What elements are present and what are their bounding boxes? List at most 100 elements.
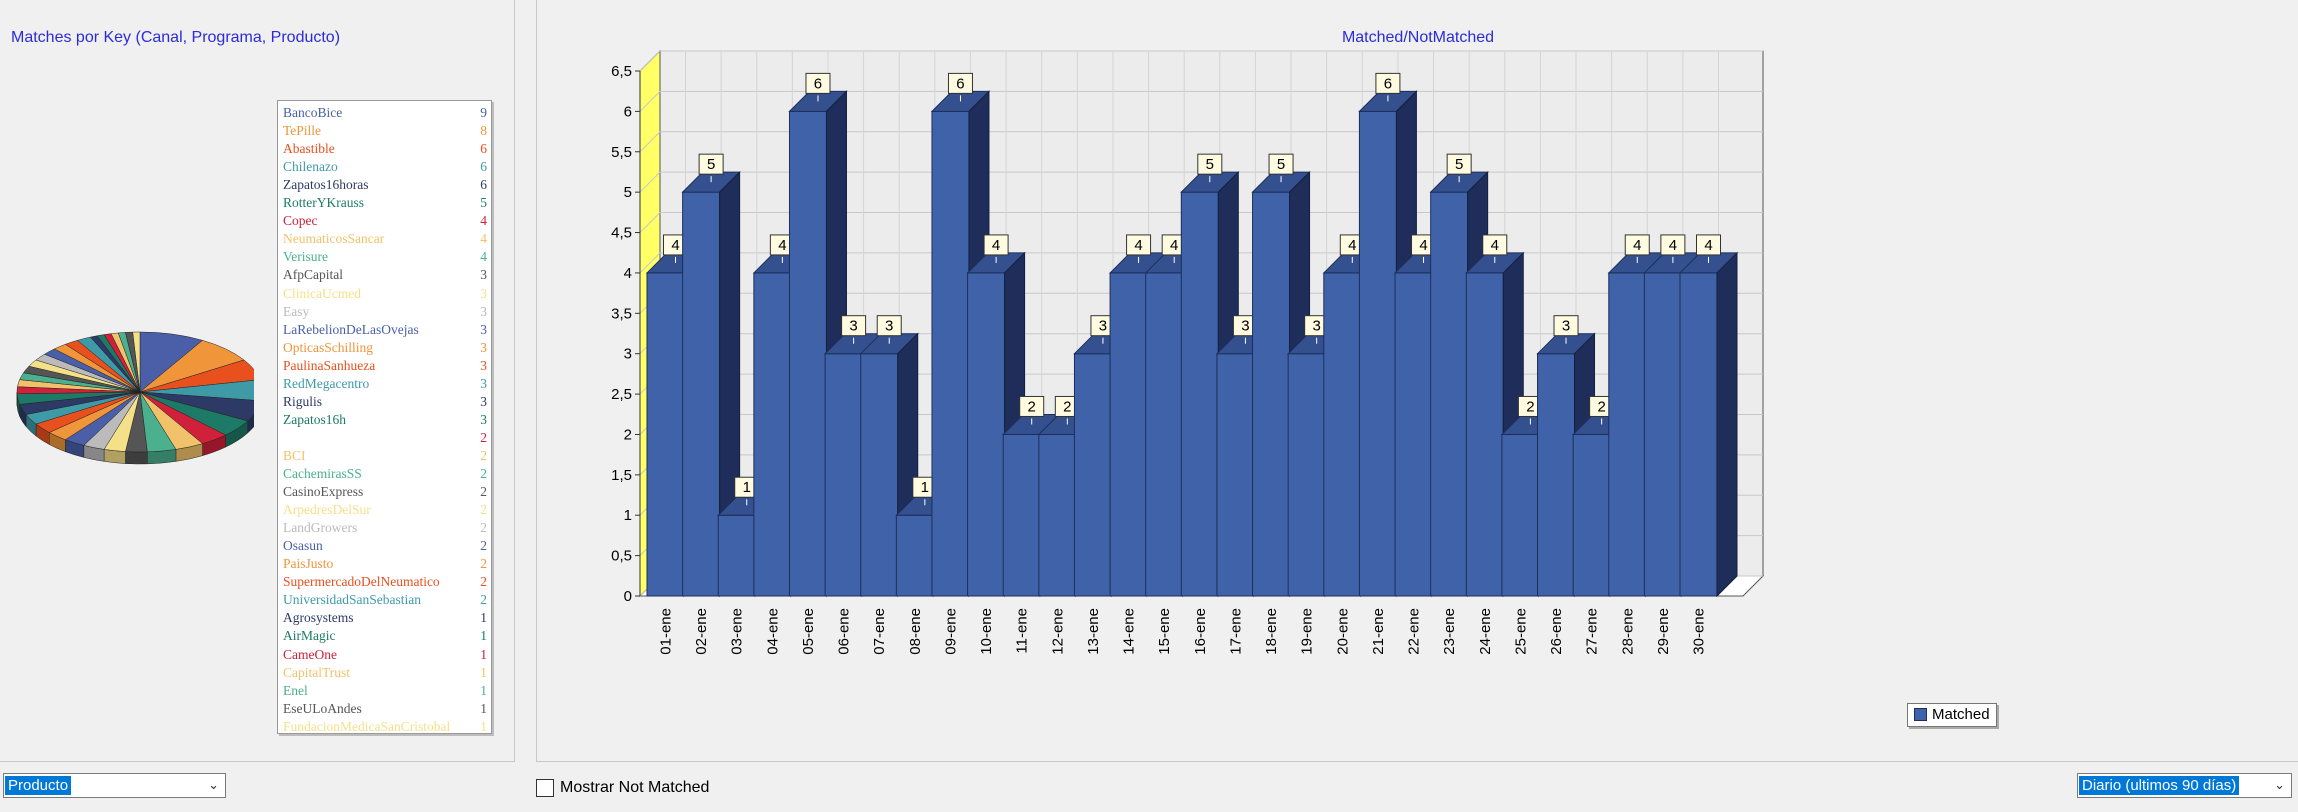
bar-front	[1572, 433, 1611, 597]
pie-legend-name: Agrosystems	[283, 610, 354, 626]
x-tick-label: 29-ene	[1655, 608, 1672, 655]
pie-legend-value: 1	[480, 682, 487, 698]
pie-legend-item: Verisure 4	[283, 248, 487, 266]
pie-legend-item: RotterYKrauss 5	[283, 194, 487, 212]
legend-label-matched: Matched	[1932, 706, 1990, 723]
x-tick-label: 02-ene	[693, 608, 710, 655]
data-label: 5	[707, 156, 715, 173]
pie-legend-value: 1	[480, 718, 487, 734]
bar-front	[1323, 272, 1362, 597]
pie-legend-name: CasinoExpress	[283, 484, 364, 500]
x-tick-label: 13-ene	[1085, 608, 1102, 655]
bar-front	[860, 353, 899, 597]
chevron-down-icon[interactable]: ⌄	[208, 777, 219, 792]
y-tick-label: 0,5	[611, 548, 632, 565]
pie-legend-item: BCI 2	[283, 447, 487, 465]
y-tick-label: 6,5	[611, 63, 632, 80]
bar: 6	[1358, 72, 1418, 598]
pie-legend-item: PaulinaSanhueza 3	[283, 357, 487, 375]
bar-front	[1038, 433, 1077, 597]
bar-front	[1537, 353, 1576, 597]
pie-legend-value: 2	[480, 484, 487, 500]
pie-legend-item: Enel 1	[283, 682, 487, 700]
pie-slice	[139, 359, 254, 393]
pie-legend-value: 6	[480, 141, 487, 157]
bar-panel: Matched/NotMatched 0 0,5 1 1,5 2 2,5 3 3,5 4 4,5 5…	[536, 0, 2298, 762]
pie-slice	[139, 380, 254, 401]
period-select-value: Diario (ultimos 90 días)	[2079, 776, 2240, 795]
x-tick-label: 08-ene	[907, 608, 924, 655]
data-label: 2	[1028, 398, 1036, 415]
pie-chart-title: Matches por Key (Canal, Programa, Produc…	[11, 29, 341, 46]
data-label: 3	[1099, 318, 1107, 335]
data-label: 4	[1491, 237, 1499, 254]
y-tick-label: 5	[624, 184, 632, 201]
pie-legend-item: 2	[283, 429, 487, 447]
gridline-side	[639, 91, 661, 112]
pie-legend-item: ArpedresDelSur 2	[283, 501, 487, 519]
data-label: 4	[1704, 237, 1712, 254]
pie-legend-value: 2	[480, 574, 487, 590]
group-by-select[interactable]: Producto ⌄	[3, 773, 226, 798]
pie-legend-item: CameOne 1	[283, 646, 487, 664]
pie-legend-name: CachemirasSS	[283, 466, 362, 481]
bar-front	[646, 272, 685, 597]
show-not-matched-checkbox[interactable]	[536, 779, 554, 797]
x-tick-label: 09-ene	[942, 608, 959, 655]
x-tick-label: 26-ene	[1548, 608, 1565, 655]
pie-legend-name: OpticasSchilling	[283, 339, 373, 355]
pie-legend-value: 2	[480, 592, 487, 608]
pie-legend-name: Osasun	[283, 538, 323, 554]
pie-legend-name: Verisure	[283, 249, 328, 265]
x-tick-label: 19-ene	[1299, 608, 1316, 655]
pie-legend-name: RotterYKrauss	[283, 195, 364, 211]
pie-legend-name: Easy	[283, 303, 310, 319]
pie-legend-name: ArpedresDelSur	[283, 502, 371, 518]
pie-legend-name: AirMagic	[283, 628, 336, 644]
y-tick-label: 2	[624, 426, 632, 443]
pie-legend: BancoBice 9 TePille 8 Abastible 6 Chilenazo 6 Za…	[277, 100, 492, 734]
gridline-side	[639, 212, 661, 233]
data-label-box	[1019, 395, 1045, 417]
data-label: 4	[1669, 237, 1677, 254]
pie-legend-item: Chilenazo 6	[283, 158, 487, 176]
bar-front	[1501, 433, 1540, 597]
period-select[interactable]: Diario (ultimos 90 días) ⌄	[2077, 773, 2292, 798]
pie-legend-item: CapitalTrust 1	[283, 664, 487, 682]
pie-legend-item: OpticasSchilling 3	[283, 339, 487, 357]
group-by-select-value: Producto	[5, 776, 72, 795]
pie-legend-value: 4	[480, 249, 487, 265]
pie-legend-value: 3	[480, 285, 487, 301]
x-tick-label: 10-ene	[978, 608, 995, 655]
bar-front	[1465, 272, 1504, 597]
pie-legend-name: AfpCapital	[283, 267, 343, 283]
data-label: 4	[1348, 237, 1356, 254]
pie-legend-name: LandGrowers	[283, 520, 358, 536]
y-tick-label: 1,5	[611, 467, 632, 484]
data-label-box	[1624, 234, 1650, 256]
show-not-matched-label[interactable]: Mostrar Not Matched	[560, 779, 710, 796]
data-label-box	[1660, 234, 1686, 256]
pie-legend-value: 4	[480, 231, 487, 247]
pie-legend-item: Zapatos16horas 6	[283, 176, 487, 194]
y-tick-label: 0	[624, 588, 632, 605]
bar-chart-plot: 0 0,5 1 1,5 2 2,5 3 3,5 4 4,5 5 5,5 6 6,5 4 01-ene 5 02-e…	[611, 49, 1765, 655]
x-tick-label: 21-ene	[1370, 608, 1387, 655]
bar-front	[1180, 191, 1219, 597]
pie-legend-item: PaisJusto 2	[283, 555, 487, 573]
chevron-down-icon[interactable]: ⌄	[2274, 777, 2285, 792]
pie-slice	[132, 331, 141, 393]
pie-legend-item: UniversidadSanSebastian 2	[283, 591, 487, 609]
pie-legend-item: Easy 3	[283, 303, 487, 321]
pie-legend-value: 3	[480, 375, 487, 391]
bar-front	[753, 272, 792, 597]
data-label: 3	[885, 318, 893, 335]
data-label-box	[1268, 153, 1294, 175]
bar-front	[1358, 110, 1397, 597]
bar-front	[1145, 272, 1184, 597]
x-tick-label: 14-ene	[1121, 608, 1138, 655]
y-tick-label: 4,5	[611, 225, 632, 242]
bar-front	[1216, 353, 1255, 597]
bar-front	[1252, 191, 1291, 597]
x-tick-label: 04-ene	[764, 608, 781, 655]
